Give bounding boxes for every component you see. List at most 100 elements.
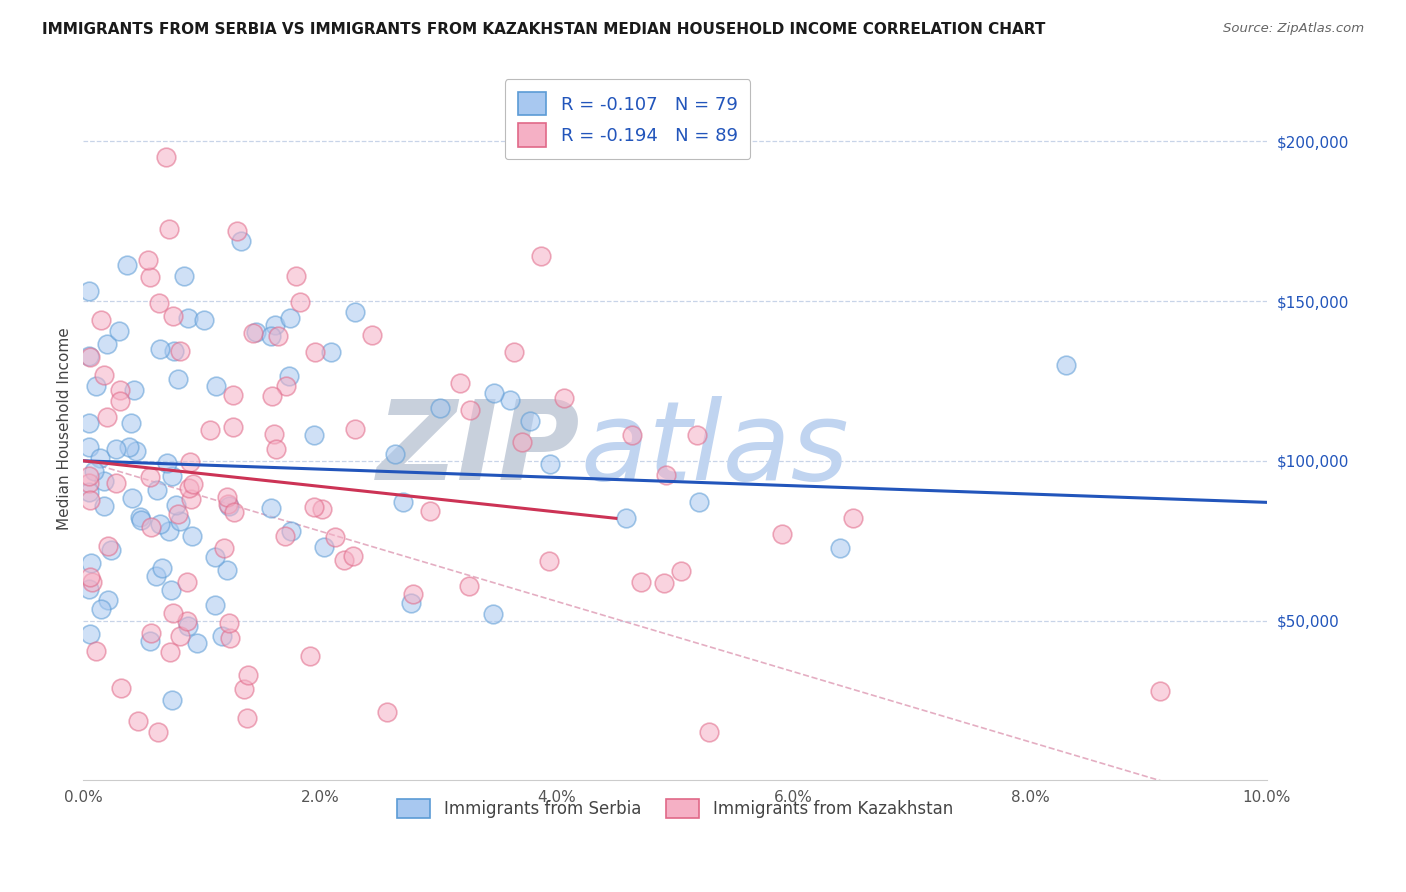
Point: [770, 527, 793, 541]
Point: [274, 379, 297, 393]
Point: [429, 401, 451, 415]
Point: [222, 388, 245, 402]
Point: [77, 475, 100, 490]
Point: [159, 645, 181, 659]
Point: [136, 253, 159, 268]
Point: [166, 372, 188, 386]
Point: [219, 631, 242, 645]
Point: [89, 450, 111, 465]
Point: [263, 318, 285, 332]
Point: [77, 349, 100, 363]
Point: [181, 476, 204, 491]
Point: [654, 467, 676, 482]
Point: [177, 481, 200, 495]
Point: [204, 550, 226, 565]
Point: [97, 593, 120, 607]
Point: [217, 497, 239, 511]
Point: [260, 389, 283, 403]
Point: [77, 416, 100, 430]
Point: [280, 310, 302, 325]
Point: [236, 710, 259, 724]
Point: [93, 474, 115, 488]
Point: [149, 342, 172, 356]
Point: [149, 517, 172, 532]
Point: [128, 510, 150, 524]
Point: [80, 574, 103, 589]
Point: [166, 507, 188, 521]
Point: [162, 606, 184, 620]
Point: [90, 602, 112, 616]
Point: [218, 499, 240, 513]
Point: [218, 616, 240, 631]
Point: [217, 490, 239, 504]
Point: [402, 587, 425, 601]
Point: [614, 511, 637, 525]
Point: [298, 649, 321, 664]
Point: [686, 428, 709, 442]
Point: [458, 579, 481, 593]
Point: [384, 447, 406, 461]
Text: Source: ZipAtlas.com: Source: ZipAtlas.com: [1223, 22, 1364, 36]
Point: [97, 539, 120, 553]
Point: [482, 607, 505, 621]
Point: [232, 681, 254, 696]
Point: [263, 427, 285, 442]
Point: [150, 560, 173, 574]
Point: [267, 329, 290, 343]
Text: ZIP: ZIP: [377, 396, 581, 503]
Point: [162, 309, 184, 323]
Point: [156, 456, 179, 470]
Point: [104, 475, 127, 490]
Point: [77, 582, 100, 597]
Point: [290, 295, 312, 310]
Point: [630, 575, 652, 590]
Point: [177, 311, 200, 326]
Point: [120, 417, 142, 431]
Point: [311, 502, 333, 516]
Point: [186, 636, 208, 650]
Point: [344, 421, 367, 435]
Point: [333, 553, 356, 567]
Point: [163, 344, 186, 359]
Point: [502, 345, 524, 359]
Y-axis label: Median Household Income: Median Household Income: [58, 327, 72, 530]
Point: [236, 668, 259, 682]
Point: [93, 368, 115, 382]
Point: [79, 351, 101, 365]
Point: [108, 394, 131, 409]
Point: [157, 221, 180, 235]
Point: [274, 529, 297, 543]
Point: [169, 343, 191, 358]
Point: [176, 615, 198, 629]
Point: [118, 440, 141, 454]
Point: [323, 530, 346, 544]
Point: [160, 582, 183, 597]
Point: [671, 564, 693, 578]
Point: [176, 574, 198, 589]
Point: [96, 337, 118, 351]
Point: [115, 258, 138, 272]
Point: [139, 633, 162, 648]
Point: [169, 515, 191, 529]
Point: [169, 629, 191, 643]
Point: [211, 629, 233, 643]
Point: [828, 541, 851, 556]
Point: [519, 413, 541, 427]
Point: [214, 541, 236, 555]
Point: [360, 328, 382, 343]
Point: [107, 324, 129, 338]
Point: [344, 305, 367, 319]
Point: [697, 725, 720, 739]
Point: [1149, 683, 1171, 698]
Point: [139, 469, 162, 483]
Point: [264, 442, 287, 456]
Point: [204, 379, 226, 393]
Point: [312, 540, 335, 554]
Point: [841, 511, 863, 525]
Text: IMMIGRANTS FROM SERBIA VS IMMIGRANTS FROM KAZAKHSTAN MEDIAN HOUSEHOLD INCOME COR: IMMIGRANTS FROM SERBIA VS IMMIGRANTS FRO…: [42, 22, 1046, 37]
Point: [342, 549, 364, 563]
Point: [180, 529, 202, 543]
Point: [110, 681, 132, 695]
Point: [449, 376, 471, 390]
Point: [77, 469, 100, 483]
